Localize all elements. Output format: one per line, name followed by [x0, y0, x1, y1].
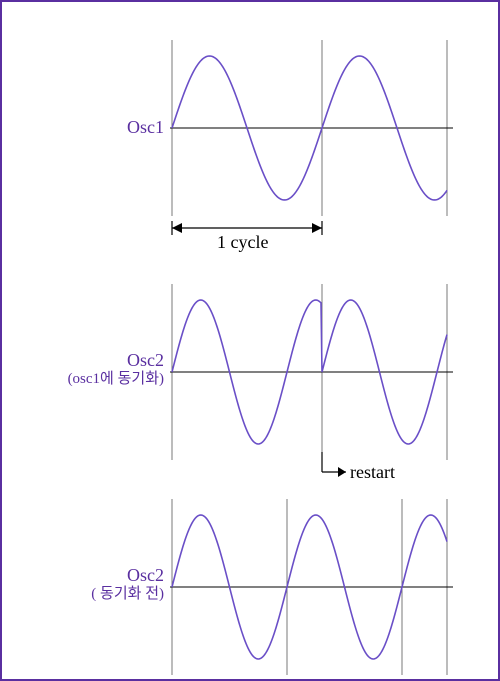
diagram-frame: Osc11 cycleOsc2(osc1에 동기화)restartOsc2( 동…	[0, 0, 500, 681]
panel-osc1: Osc11 cycle	[2, 38, 500, 218]
panel-osc2_free: Osc2( 동기화 전)	[2, 497, 500, 677]
label-osc1: Osc1	[127, 117, 164, 138]
restart-label: restart	[350, 462, 395, 483]
panel-osc2_sync: Osc2(osc1에 동기화)restart	[2, 282, 500, 462]
cycle-label: 1 cycle	[217, 232, 268, 253]
label-subtitle: (osc1에 동기화)	[68, 371, 164, 388]
plot-osc2_free	[2, 497, 500, 677]
label-title: Osc1	[127, 117, 164, 138]
plot-osc1	[2, 38, 500, 218]
label-subtitle: ( 동기화 전)	[91, 586, 164, 603]
restart-arrow	[2, 458, 500, 498]
label-osc2_sync: Osc2(osc1에 동기화)	[68, 350, 164, 388]
label-osc2_free: Osc2( 동기화 전)	[91, 565, 164, 603]
label-title: Osc2	[91, 565, 164, 586]
label-title: Osc2	[68, 350, 164, 371]
